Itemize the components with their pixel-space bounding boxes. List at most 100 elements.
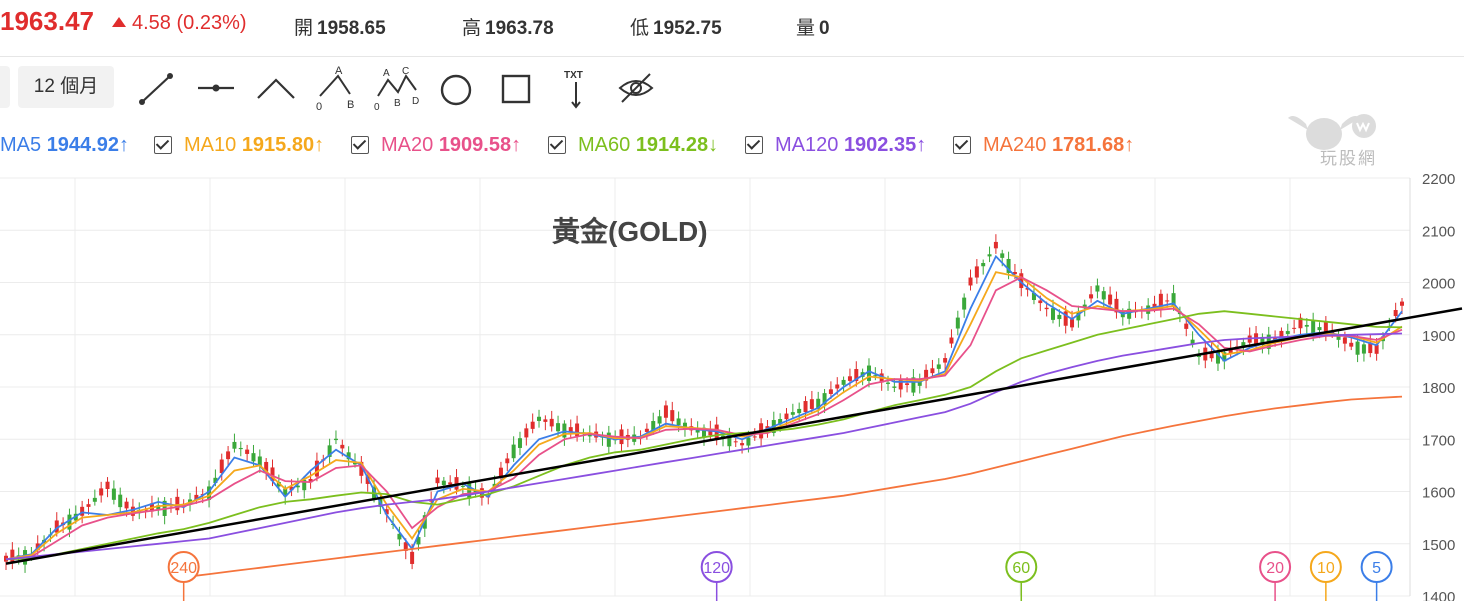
legend-ma60-arrow: ↓ [708, 134, 719, 156]
legend-ma240[interactable]: MA240 1781.68↑ [953, 134, 1134, 157]
volume-label: 量 [796, 18, 816, 39]
y-tick-label: 1600 [1422, 485, 1455, 502]
legend-ma5-name: MA5 [0, 134, 42, 156]
candle-body [993, 241, 998, 249]
hide-drawings-tool[interactable] [612, 66, 660, 110]
legend-ma10-value: 1915.80 [241, 134, 315, 156]
low-stat: 低 1952.75 [630, 13, 722, 40]
candle-body [289, 486, 294, 491]
candle-body [708, 428, 713, 436]
candle-body [746, 437, 751, 446]
text-tool[interactable]: TXT [552, 66, 600, 110]
candle-body [740, 443, 745, 446]
candle-body [86, 504, 91, 507]
legend-ma20[interactable]: MA20 1909.58↑ [351, 134, 521, 157]
candle-body [327, 445, 332, 457]
low-value: 1952.75 [653, 18, 722, 39]
candle-body [537, 416, 542, 421]
angle-line-tool[interactable] [252, 66, 300, 110]
abcd-label-a: A [383, 68, 390, 79]
abcd-label-b: B [394, 98, 401, 109]
candle-body [670, 410, 675, 422]
ma-legend: MA5 1944.92↑ MA10 1915.80↑ MA20 1909.58↑… [0, 132, 1300, 164]
candle-body [892, 386, 897, 388]
candle-body [955, 317, 960, 329]
series-line-ma120 [5, 332, 1403, 561]
candle-body [1152, 303, 1157, 308]
candle-body [175, 496, 180, 511]
candle-body [822, 393, 827, 405]
candle-body [403, 542, 408, 551]
ma10-checkbox[interactable] [154, 136, 172, 154]
abcd-pattern-tool[interactable]: 0 A B C D [372, 66, 424, 113]
abc-pattern-icon: 0 A B [316, 65, 354, 113]
toolbar-prev-button[interactable] [0, 66, 10, 108]
candle-body [80, 506, 85, 516]
candle-body [410, 551, 415, 564]
candle-body [270, 467, 275, 481]
candle-body [702, 427, 706, 438]
horizontal-line-tool[interactable] [192, 66, 240, 110]
y-tick-label: 1400 [1422, 589, 1455, 601]
candle-body [1368, 342, 1373, 354]
ma-marker-label-60: 60 [1012, 560, 1030, 577]
candle-body [778, 419, 783, 425]
candle-body [1215, 350, 1220, 364]
text-tool-label: TXT [564, 70, 583, 81]
trend-line-tool[interactable] [132, 66, 180, 110]
candle-body [99, 488, 104, 496]
ma-marker-20 [1259, 551, 1292, 583]
candle-body [1184, 323, 1189, 329]
low-label: 低 [630, 18, 650, 39]
candle-body [384, 509, 389, 515]
candle-body [651, 421, 656, 432]
watermark-text: 玩股網 [1320, 149, 1377, 168]
candle-body [295, 485, 300, 488]
open-value: 1958.65 [317, 18, 386, 39]
price-change-text: 4.58 (0.23%) [132, 12, 247, 34]
candle-body [911, 377, 916, 393]
ma60-checkbox[interactable] [548, 136, 566, 154]
candle-body [1323, 322, 1328, 334]
high-stat: 高 1963.78 [462, 13, 554, 40]
circle-tool[interactable] [432, 66, 480, 110]
candle-body [530, 421, 535, 429]
candle-body [1361, 344, 1366, 354]
candle-body [974, 266, 979, 278]
legend-ma10[interactable]: MA10 1915.80↑ [154, 134, 324, 157]
ma-marker-240 [167, 551, 200, 583]
y-tick-label: 1900 [1422, 328, 1455, 345]
candle-body [1190, 339, 1195, 345]
candle-body [930, 368, 935, 374]
rectangle-tool[interactable] [492, 66, 540, 110]
legend-ma120-value: 1902.35 [843, 134, 917, 156]
legend-ma10-name: MA10 [184, 134, 237, 156]
candle-body [245, 449, 250, 454]
candle-body [949, 337, 954, 344]
candle-body [1355, 341, 1360, 355]
candle-body [365, 476, 370, 484]
legend-ma60[interactable]: MA60 1914.28↓ [548, 134, 718, 157]
ma120-checkbox[interactable] [745, 136, 763, 154]
ma20-checkbox[interactable] [351, 136, 369, 154]
header-divider [0, 56, 1464, 57]
candle-body [1311, 320, 1316, 337]
period-selector[interactable]: 12 個月 [18, 66, 114, 108]
candle-body [1304, 324, 1309, 327]
candle-body [1165, 300, 1170, 302]
ma240-checkbox[interactable] [953, 136, 971, 154]
candle-body [213, 477, 218, 483]
candle-body [105, 481, 110, 490]
candle-body [936, 364, 941, 369]
candle-body [1279, 330, 1284, 340]
legend-ma120[interactable]: MA120 1902.35↑ [745, 134, 926, 157]
candle-body [251, 453, 256, 462]
candle-body [1241, 342, 1246, 347]
abc-pattern-tool[interactable]: 0 A B [312, 65, 360, 113]
y-tick-label: 2200 [1422, 171, 1455, 188]
candle-body [898, 379, 903, 390]
candle-body [790, 412, 795, 415]
candle-body [905, 383, 910, 386]
